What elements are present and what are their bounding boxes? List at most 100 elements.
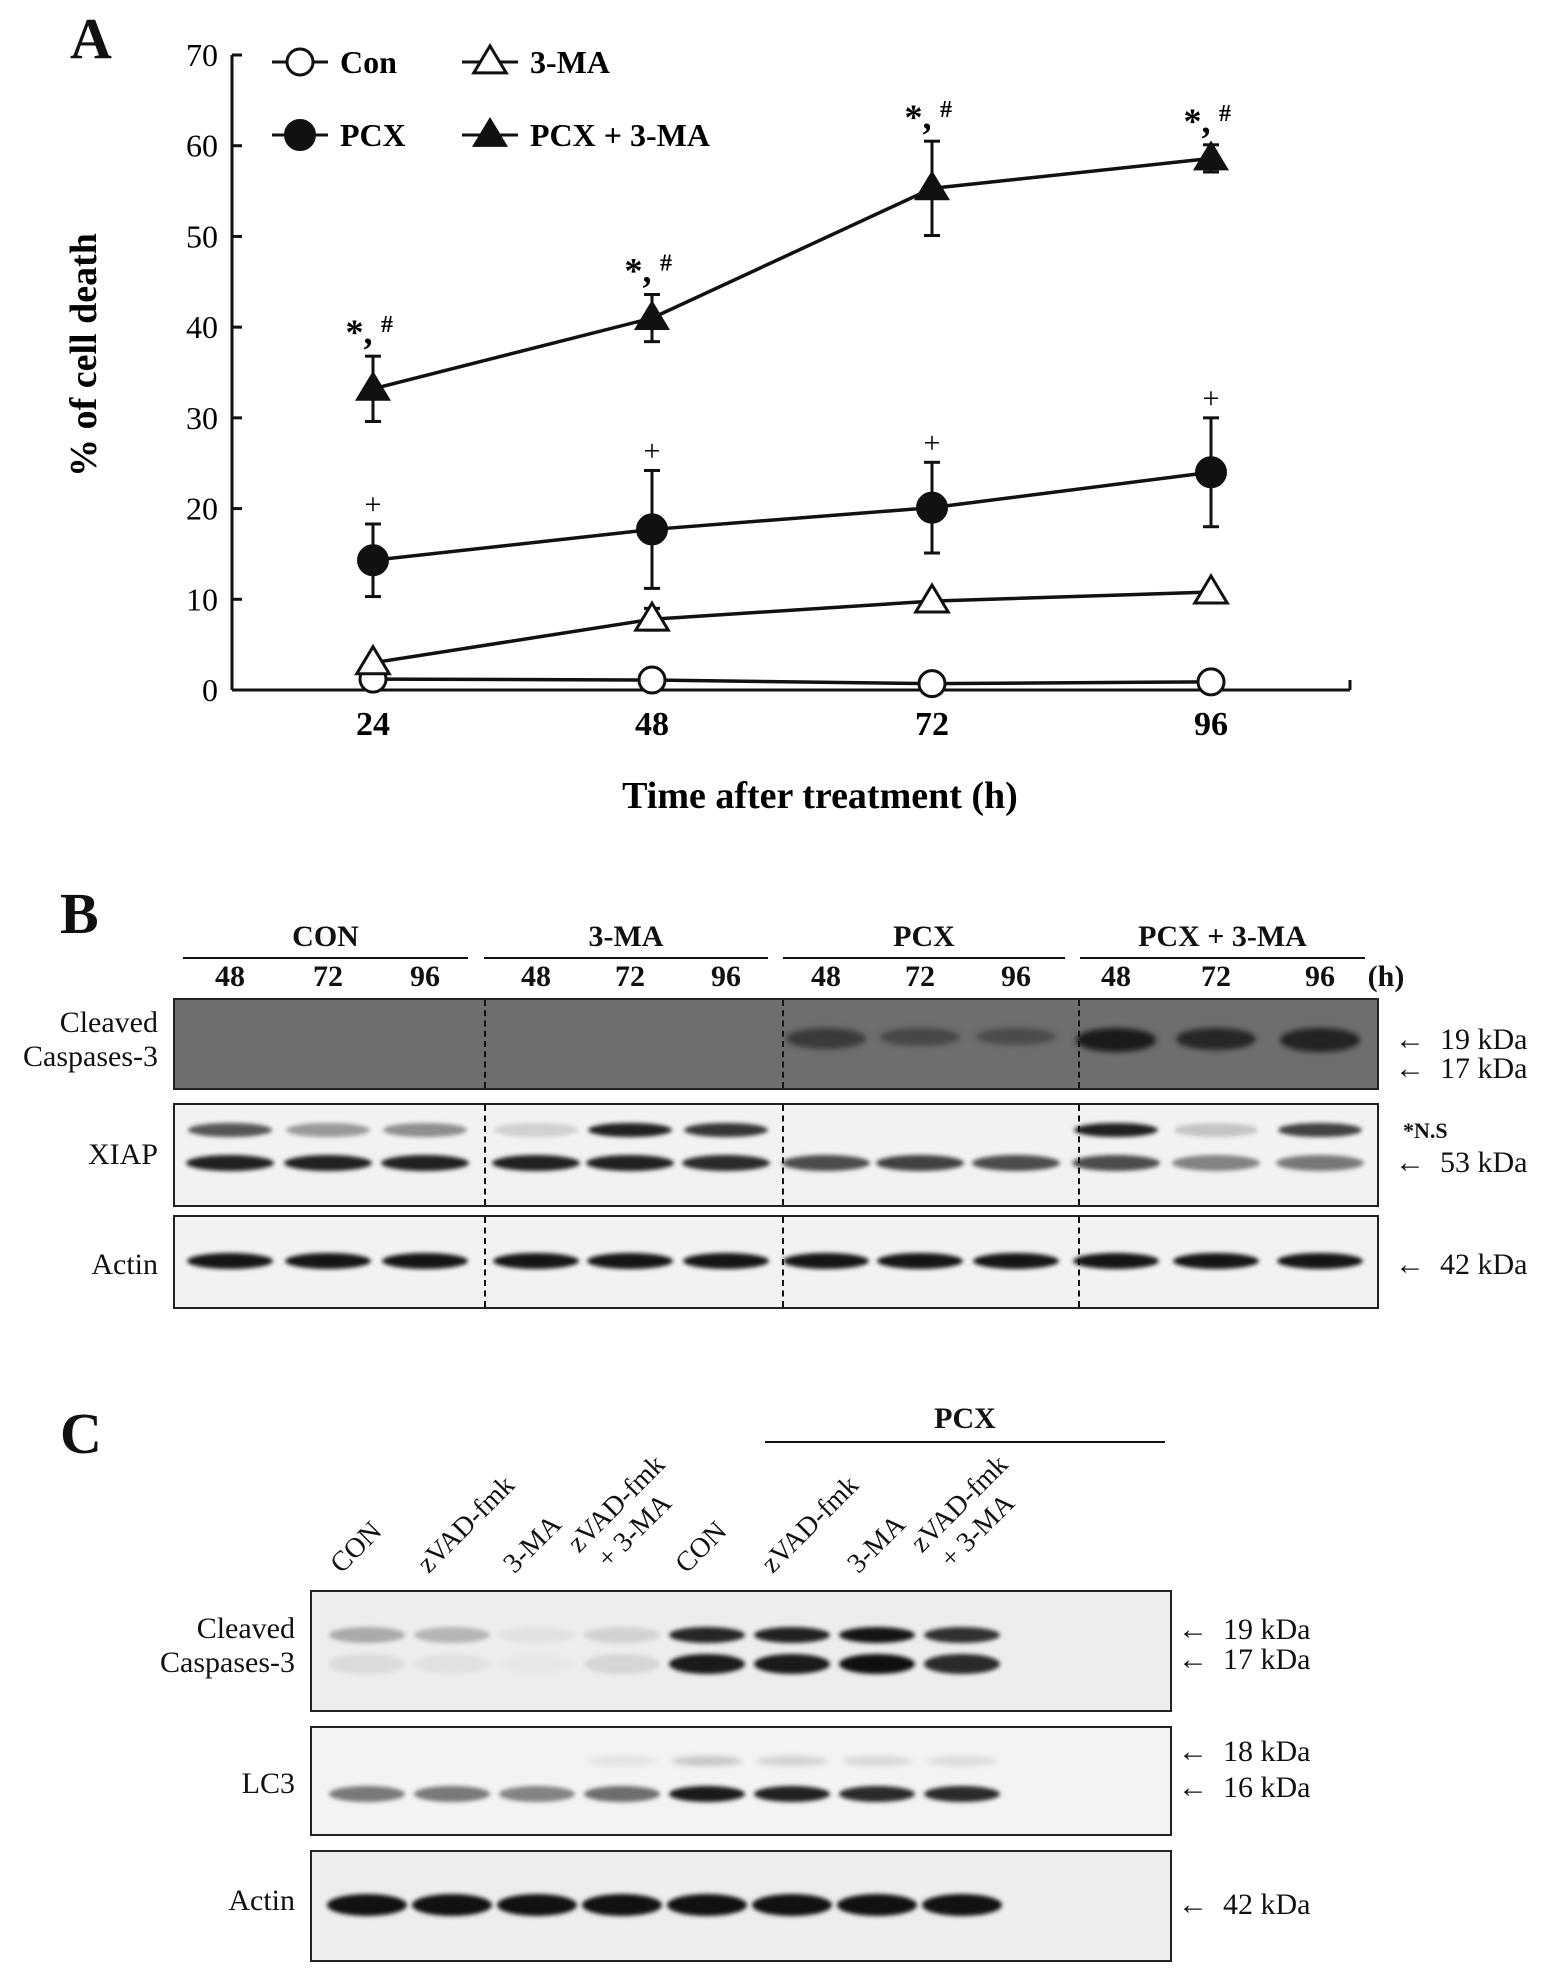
significance-annotation-sup: # <box>940 97 952 123</box>
significance-annotation: *, <box>1184 101 1211 141</box>
pc-marker-17: ← 17 kDa <box>1178 1643 1311 1676</box>
actin-band <box>497 1894 577 1916</box>
pb-timepoint-label: 72 <box>905 960 935 993</box>
lane-group-separator <box>782 1000 784 1088</box>
pb-timepoint-label: 48 <box>811 960 841 993</box>
legend-marker <box>284 119 316 151</box>
actin-band <box>493 1253 579 1269</box>
lc3-18-band <box>927 1756 997 1766</box>
series-line-2 <box>372 470 1212 563</box>
lc3-18-band <box>757 1756 827 1766</box>
actin-band <box>1277 1253 1363 1269</box>
caspase-band <box>1076 1028 1156 1052</box>
data-point <box>913 582 951 614</box>
legend-label: PCX <box>340 117 406 153</box>
data-point <box>357 544 389 577</box>
pc-caspase-blot <box>310 1590 1172 1712</box>
significance-annotation: *, <box>625 250 652 290</box>
pc-marker-18: ← 18 kDa <box>1178 1735 1311 1768</box>
actin-band <box>285 1253 371 1269</box>
panel-c-letter: C <box>60 1401 102 1466</box>
y-tick-label: 40 <box>186 309 218 345</box>
actin-band <box>327 1894 407 1916</box>
lc3-16-band <box>754 1786 830 1802</box>
xiap-upper-band <box>383 1123 467 1137</box>
pb-timepoint-label: 96 <box>1305 960 1335 993</box>
xiap-lower-band <box>381 1155 469 1171</box>
significance-annotation: + <box>644 434 661 467</box>
data-point <box>1196 667 1226 697</box>
xiap-lower-band <box>682 1155 770 1171</box>
pb-timepoint-label: 48 <box>215 960 245 993</box>
pb-group-header: CON <box>292 920 359 953</box>
caspase-band <box>880 1028 960 1047</box>
lc3-18-band <box>842 1756 912 1766</box>
pb-timepoint-label: 96 <box>410 960 440 993</box>
xiap-lower-band <box>876 1155 964 1171</box>
xiap-lower-band <box>492 1155 580 1171</box>
pb-group-header: 3-MA <box>588 920 664 953</box>
legend-marker <box>285 47 315 77</box>
pb-group-line <box>1080 957 1365 959</box>
actin-band <box>683 1253 769 1269</box>
actin-band <box>1173 1253 1259 1269</box>
pb-actin-blot <box>173 1215 1379 1309</box>
legend-label: 3-MA <box>530 44 610 80</box>
pc-lane-label: 3-MA <box>841 1508 912 1580</box>
lane-group-separator <box>484 1217 486 1307</box>
actin-band <box>587 1253 673 1269</box>
caspase-band <box>1280 1028 1360 1052</box>
series-line-0 <box>372 677 1212 686</box>
pc-marker-19: ← 19 kDa <box>1178 1613 1311 1646</box>
pc-actin-blot <box>310 1850 1172 1962</box>
pb-timepoint-label: 96 <box>711 960 741 993</box>
pb-marker-17: ← 17 kDa <box>1395 1052 1528 1085</box>
lc3-16-band <box>499 1786 575 1802</box>
pb-timepoint-label: 72 <box>1201 960 1231 993</box>
caspase-19-band <box>499 1627 575 1643</box>
panel-a-letter: A <box>70 6 112 71</box>
caspase-19-band <box>414 1627 490 1643</box>
lane-group-separator <box>1078 1105 1080 1205</box>
actin-band <box>1073 1253 1159 1269</box>
legend-marker <box>471 42 509 75</box>
y-tick-label: 10 <box>186 581 218 617</box>
y-tick-label: 20 <box>186 491 218 527</box>
series-line-1 <box>372 590 1212 665</box>
lc3-18-band <box>672 1756 742 1766</box>
pc-marker-16: ← 16 kDa <box>1178 1771 1311 1804</box>
cell-death-line-chart: 0 10 20 30 40 50 60 70 24 48 72 96 + + + + *, # *, # *, # *, #… <box>63 37 1352 817</box>
pc-lane-label: CON <box>669 1515 734 1580</box>
xiap-upper-band <box>684 1123 768 1137</box>
pc-lane-label: zVAD-fmk + 3-MA <box>904 1449 1021 1575</box>
significance-annotation-sup: # <box>1219 101 1231 127</box>
pc-row-actin-label: Actin <box>228 1884 295 1917</box>
actin-band <box>922 1894 1002 1916</box>
caspase-band <box>1176 1028 1256 1051</box>
x-tick-label: 24 <box>356 706 390 743</box>
lc3-16-band <box>839 1786 915 1802</box>
pb-row-actin-label: Actin <box>91 1248 158 1281</box>
xiap-upper-band <box>1074 1123 1158 1137</box>
xiap-lower-band <box>1172 1155 1260 1171</box>
lc3-16-band <box>669 1786 745 1802</box>
xiap-lower-band <box>586 1155 674 1171</box>
caspase-17-band <box>499 1654 575 1674</box>
caspase-17-band <box>584 1654 660 1674</box>
actin-band <box>837 1894 917 1916</box>
pc-lane-label: 3-MA <box>497 1508 568 1580</box>
caspase-17-band <box>414 1654 490 1674</box>
pb-timepoint-label: 72 <box>313 960 343 993</box>
pb-row-caspase-label: Cleaved Caspases-3 <box>23 1006 158 1073</box>
caspase-17-band <box>754 1654 830 1674</box>
caspase-17-band <box>329 1654 405 1674</box>
xiap-lower-band <box>186 1155 274 1171</box>
y-axis-label: % of cell death <box>63 233 105 477</box>
pb-group-line <box>484 957 768 959</box>
xiap-upper-band <box>286 1123 370 1137</box>
caspase-17-band <box>839 1654 915 1674</box>
pc-row-caspase-label: Cleaved Caspases-3 <box>160 1612 295 1679</box>
lc3-16-band <box>924 1786 1000 1802</box>
actin-band <box>187 1253 273 1269</box>
y-tick-label: 60 <box>186 128 218 164</box>
